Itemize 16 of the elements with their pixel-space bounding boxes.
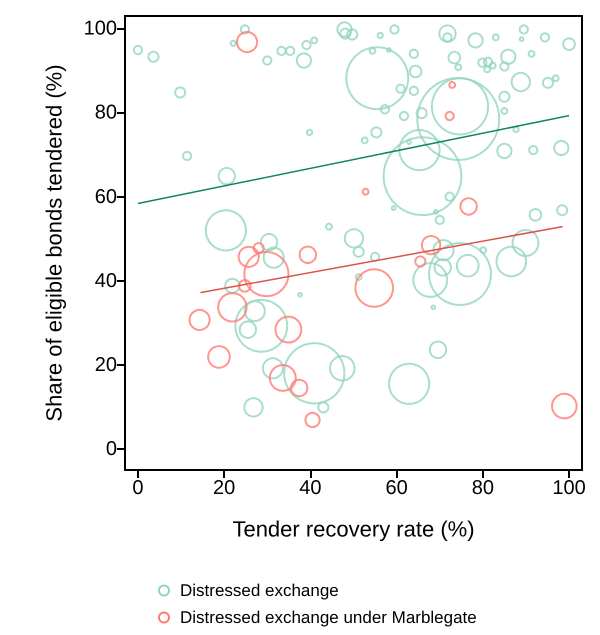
legend-label: Distressed exchange — [180, 581, 339, 600]
legend-label: Distressed exchange under Marblegate — [180, 608, 477, 627]
x-tick-label: 20 — [213, 477, 236, 499]
y-tick-label: 100 — [84, 18, 117, 40]
x-tick-label: 100 — [552, 477, 586, 499]
y-tick-label: 40 — [94, 270, 117, 292]
y-tick-label: 60 — [94, 186, 117, 208]
y-axis-title: Share of eligible bonds tendered (%) — [42, 64, 66, 422]
x-tick-label: 80 — [472, 477, 494, 499]
x-tick-label: 40 — [299, 477, 322, 499]
x-tick-label: 60 — [385, 477, 408, 499]
y-tick-label: 20 — [94, 354, 117, 376]
y-tick-label: 80 — [94, 102, 117, 124]
y-tick-label: 0 — [106, 438, 117, 460]
x-axis-title: Tender recovery rate (%) — [232, 516, 475, 542]
x-tick-label: 0 — [132, 477, 144, 499]
